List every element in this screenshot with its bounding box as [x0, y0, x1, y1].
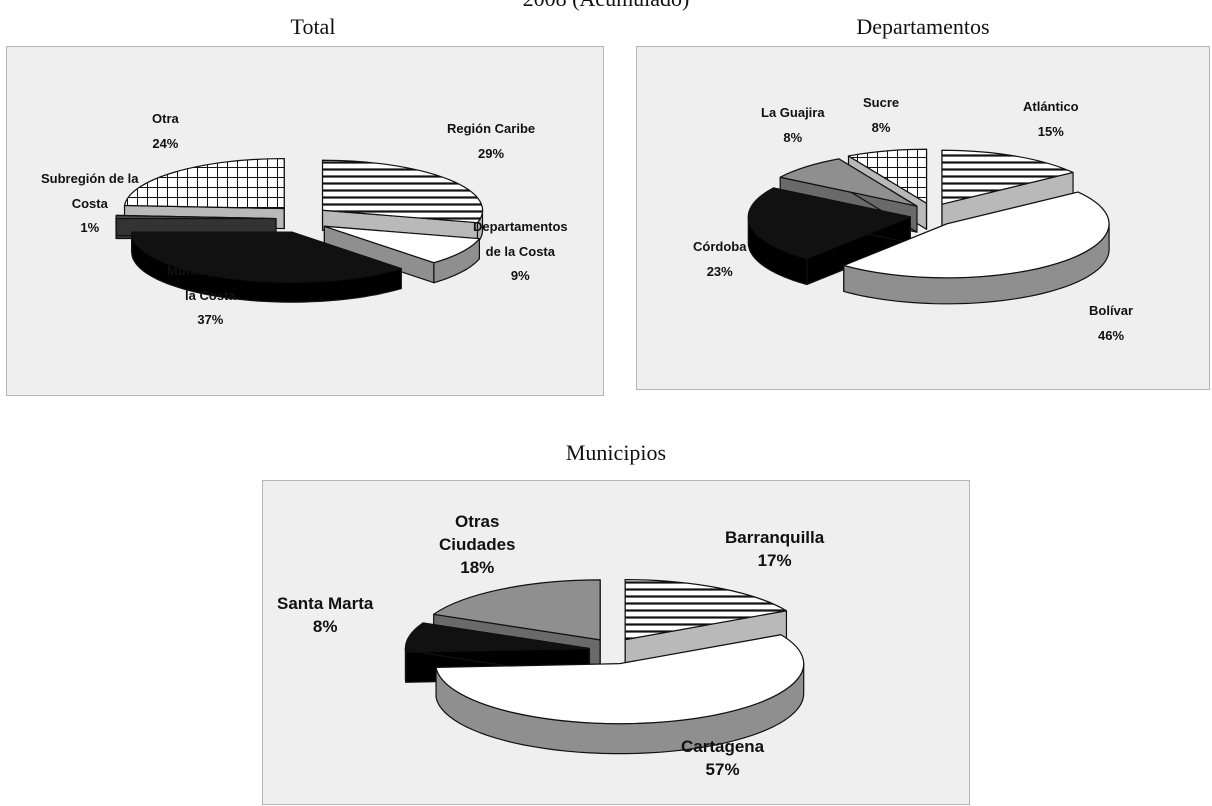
slice-label-la-guajira: La Guajira 8%: [761, 101, 825, 150]
slice-label-region-caribe: Región Caribe 29%: [447, 117, 535, 166]
chart-title-departamentos: Departamentos: [636, 14, 1210, 40]
slice-label-atlantico: Atlántico 15%: [1023, 95, 1079, 144]
slice-label-subregion-de-la-costa: Subregión de la Costa 1%: [41, 167, 139, 241]
chart-panel-departamentos: La Guajira 8% Sucre 8% Atlántico 15% Córdob…: [636, 46, 1210, 390]
slice-label-barranquilla: Barranquilla 17%: [725, 527, 824, 573]
slice-label-cartagena: Cartagena 57%: [681, 736, 764, 782]
slice-label-municipios-de-la-costa: Municipios de la Costa 37%: [167, 259, 254, 333]
slice-label-sucre: Sucre 8%: [863, 91, 899, 140]
slice-label-departamentos-de-la-costa: Departamentos de la Costa 9%: [473, 215, 568, 289]
chart-title-total: Total: [6, 14, 620, 40]
slice-label-bolivar: Bolívar 46%: [1089, 299, 1133, 348]
slice-label-otra: Otra 24%: [152, 107, 179, 156]
chart-panel-municipios: Otras Ciudades 18% Barranquilla 17% Santa M…: [262, 480, 970, 805]
slice-label-santa-marta: Santa Marta 8%: [277, 593, 373, 639]
chart-panel-total: Otra 24% Región Caribe 29% Subregión de la…: [6, 46, 604, 396]
pie-chart-municipios: [263, 481, 971, 806]
chart-title-municipios: Municipios: [262, 440, 970, 466]
page-header-partial: 2008 (Acumulado): [0, 0, 1212, 12]
slice-label-otras-ciudades: Otras Ciudades 18%: [439, 511, 516, 580]
slice-label-cordoba: Córdoba 23%: [693, 235, 746, 284]
